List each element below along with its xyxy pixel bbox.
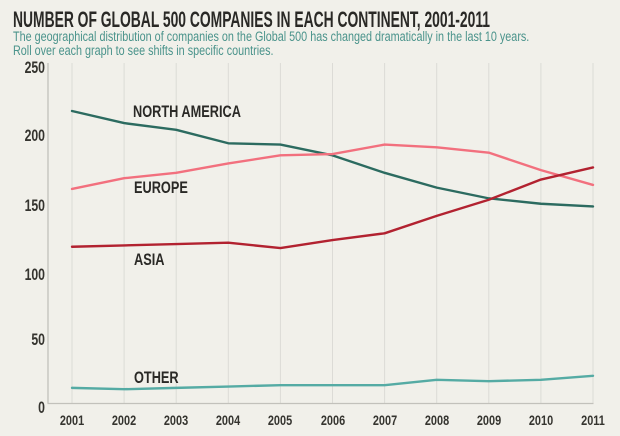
line-other[interactable] [70,374,595,391]
series-label-north-america: NORTH AMERICA [133,102,241,121]
y-axis-tick-250: 250 [24,58,45,77]
x-axis-tick-2003: 2003 [164,412,189,428]
chart-subtitle-line2: Roll over each graph to see shifts in sp… [13,43,274,58]
chart-title: NUMBER OF GLOBAL 500 COMPANIES IN EACH C… [13,7,490,32]
chart-subtitle-line1: The geographical distribution of compani… [13,29,530,44]
y-axis-tick-150: 150 [24,196,45,215]
x-axis-tick-2008: 2008 [424,412,449,428]
x-axis-tick-2005: 2005 [268,412,293,428]
y-axis-tick-0: 0 [38,398,45,417]
x-axis-tick-2007: 2007 [372,412,397,428]
y-axis-tick-100: 100 [24,265,45,284]
x-axis-tick-2011: 2011 [581,412,605,428]
x-axis-tick-2006: 2006 [320,412,345,428]
y-axis-tick-50: 50 [31,330,45,349]
x-axis-tick-2009: 2009 [476,412,501,428]
x-axis-tick-2001: 2001 [59,412,85,428]
series-label-asia: ASIA [134,250,165,269]
series-label-europe: EUROPE [134,178,188,197]
line-asia[interactable] [70,166,595,250]
x-axis-tick-2004: 2004 [216,412,241,428]
line-north-america[interactable] [70,109,595,208]
y-axis-tick-200: 200 [24,126,45,145]
x-axis-tick-2002: 2002 [111,412,137,428]
x-axis-tick-2010: 2010 [528,412,554,428]
line-europe[interactable] [70,143,595,191]
series-label-other: OTHER [134,368,179,387]
